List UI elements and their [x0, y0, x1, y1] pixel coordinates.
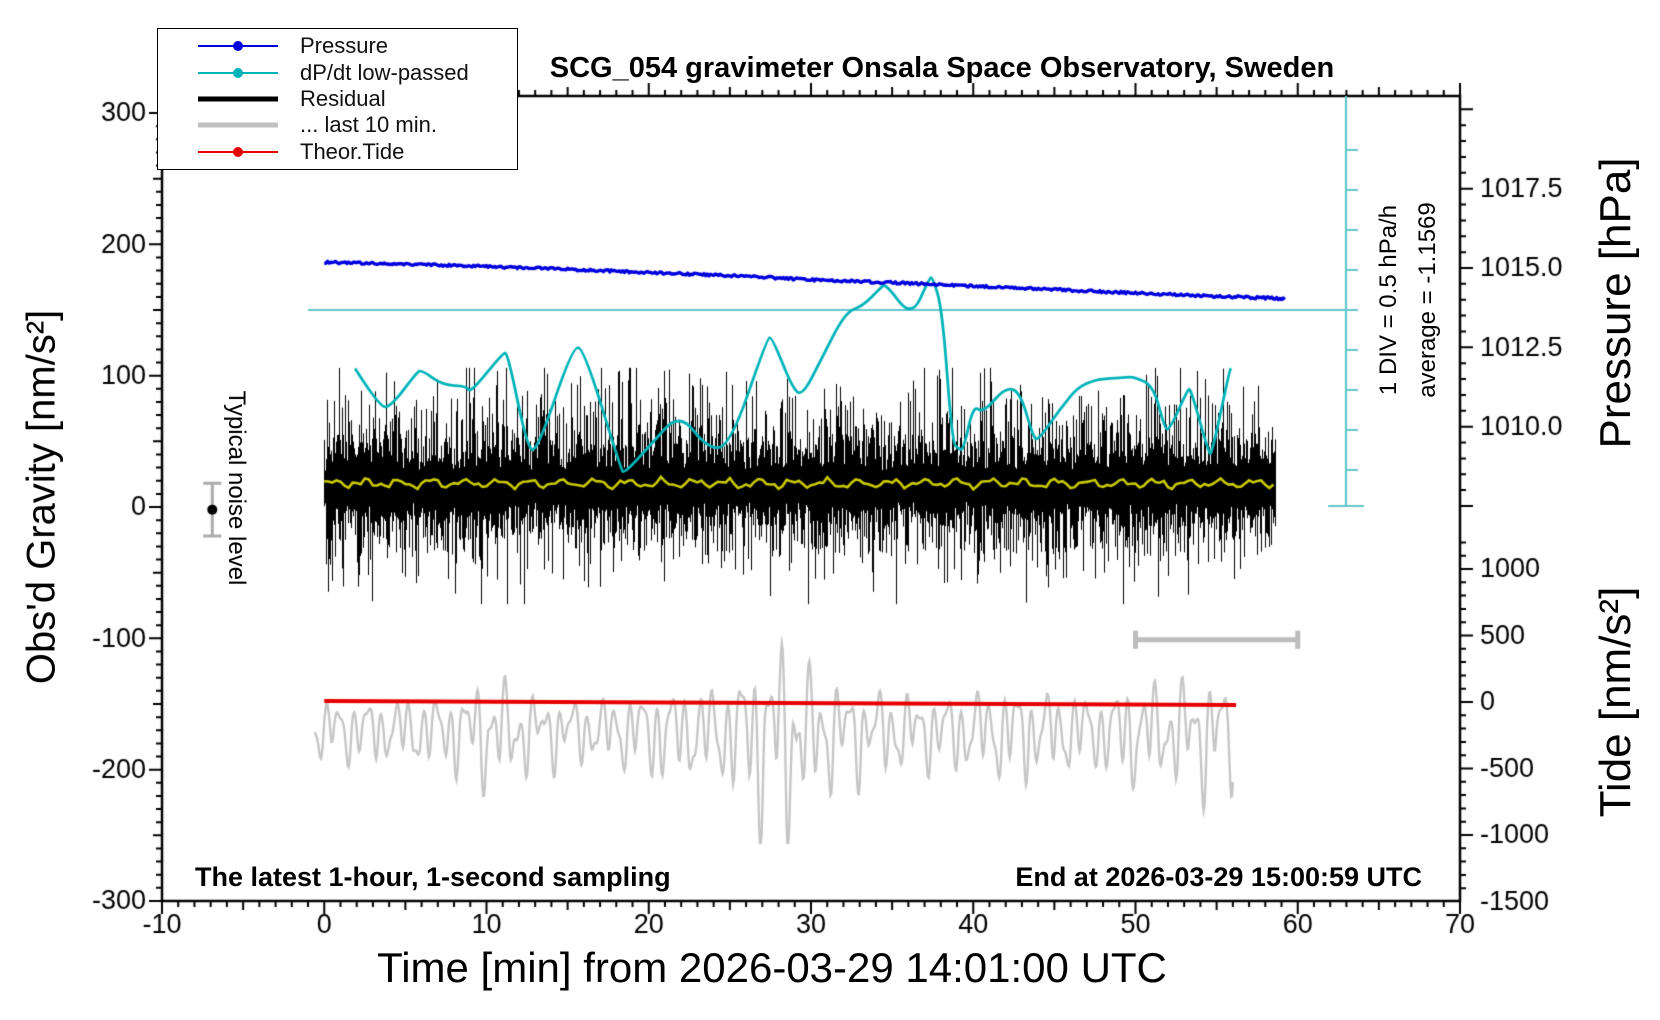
legend-item: Residual: [158, 86, 517, 112]
legend-swatch-5: [198, 139, 278, 165]
legend-swatch-4: [198, 112, 278, 138]
legend-item: dP/dt low-passed: [158, 60, 517, 86]
legend-marker-dot: [233, 41, 243, 52]
legend-label: Theor.Tide: [300, 138, 405, 164]
average-label: average = -1.1569: [1414, 202, 1441, 398]
legend-label: ... last 10 min.: [300, 112, 437, 138]
legend-marker-dot: [233, 67, 243, 78]
chart-title: SCG_054 gravimeter Onsala Space Observat…: [549, 52, 1335, 84]
legend-label: Pressure: [300, 33, 389, 59]
legend-swatch-3: [198, 86, 278, 112]
end-time-note: End at 2026-03-29 15:00:59 UTC: [1015, 862, 1422, 892]
gravity-axis-title: Obs'd Gravity [nm/s²]: [19, 309, 64, 685]
div-scale-label: 1 DIV = 0.5 hPa/h: [1375, 204, 1402, 396]
legend-item: Pressure: [158, 33, 517, 59]
legend-swatch-1: [198, 33, 278, 59]
legend-swatch-2: [198, 60, 278, 86]
legend-marker-dot: [233, 146, 243, 157]
legend-item: Theor.Tide: [158, 139, 517, 165]
pressure-axis-title: Pressure [hPa]: [1591, 157, 1640, 449]
legend-box: Pressure dP/dt low-passed Residual... last…: [157, 28, 518, 170]
sampling-note: The latest 1-hour, 1-second sampling: [195, 862, 671, 892]
legend-label: Residual: [300, 85, 386, 111]
x-axis-title: Time [min] from 2026-03-29 14:01:00 UTC: [377, 944, 1167, 991]
legend-item: ... last 10 min.: [158, 112, 517, 138]
noise-level-label: Typical noise level: [223, 390, 250, 586]
tide-axis-title: Tide [nm/s²]: [1591, 586, 1640, 818]
legend-label: dP/dt low-passed: [300, 59, 469, 85]
